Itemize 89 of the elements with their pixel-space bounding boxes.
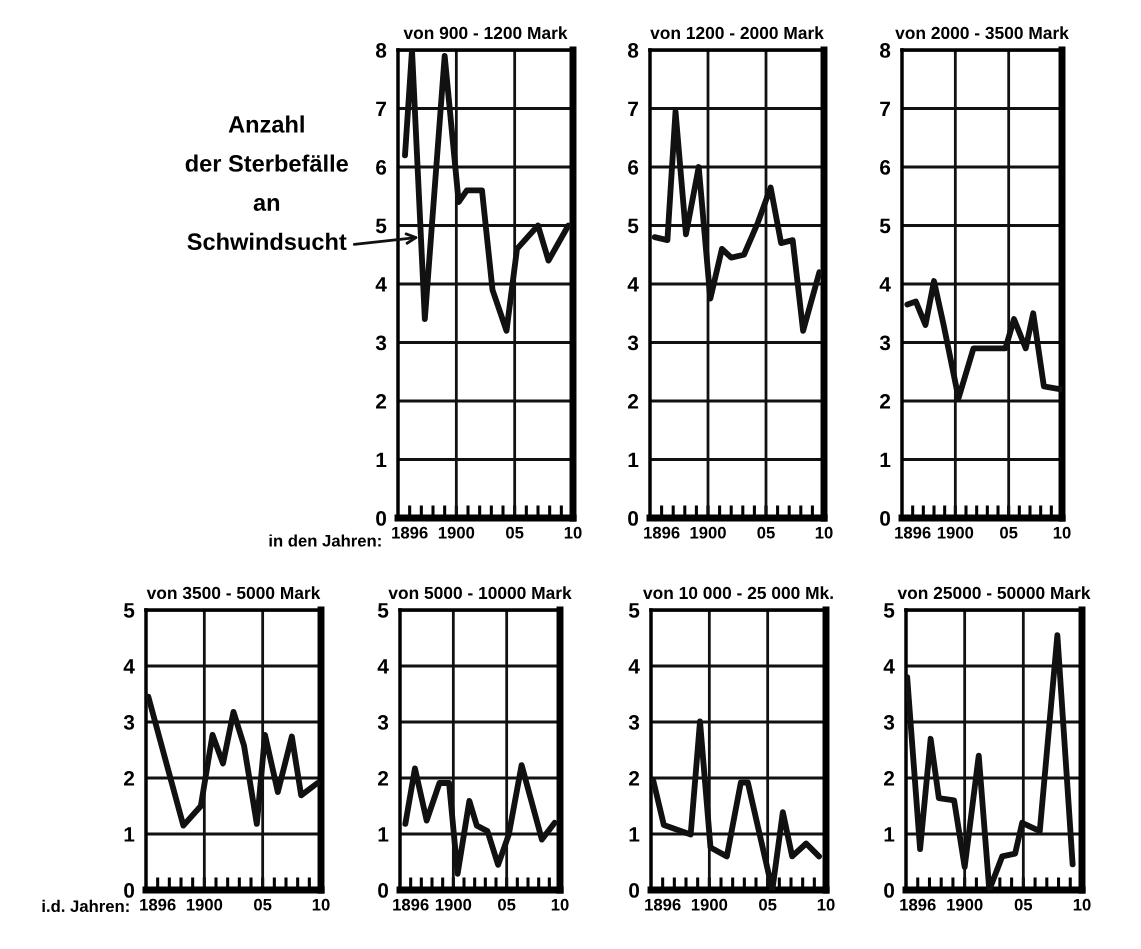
- y-tick-label: 2: [378, 771, 389, 786]
- chart-title: von 10 000 - 25 000 Mk.: [643, 586, 833, 600]
- x-axis-title: in den Jahren:: [269, 534, 381, 547]
- y-tick-label: 5: [628, 603, 640, 618]
- x-tick-label: 1900: [435, 898, 472, 911]
- y-tick-label: 0: [628, 511, 639, 526]
- y-tick-label: 0: [124, 883, 135, 898]
- y-tick-label: 2: [880, 394, 891, 409]
- y-tick-label: 5: [377, 603, 389, 618]
- y-tick-label: 3: [628, 715, 640, 730]
- annotation: Anzahl der Sterbefälle an Schwindsucht: [185, 115, 348, 251]
- x-tick-label: 10: [1073, 898, 1091, 911]
- y-tick-label: 2: [628, 394, 639, 409]
- chart-title: von 5000 - 10000 Mark: [388, 586, 572, 600]
- x-tick-label: 10: [815, 526, 833, 539]
- x-tick-label: 1896: [644, 526, 680, 539]
- x-tick-label: 10: [817, 898, 835, 911]
- x-tick-label: 1896: [645, 898, 681, 911]
- y-tick-label: 5: [883, 603, 895, 618]
- x-tick-label: 1900: [691, 898, 728, 911]
- x-axis-title: i.d. Jahren:: [42, 899, 129, 913]
- y-tick-label: 1: [884, 827, 895, 842]
- y-tick-label: 0: [884, 883, 895, 898]
- y-tick-label: 2: [629, 771, 640, 786]
- y-tick-label: 2: [124, 771, 135, 786]
- y-tick-label: 0: [376, 511, 387, 526]
- x-tick-label: 05: [1000, 526, 1018, 539]
- x-tick-label: 05: [498, 898, 516, 911]
- y-tick-label: 3: [879, 335, 891, 351]
- y-tick-label: 1: [378, 827, 389, 842]
- y-tick-label: 6: [628, 160, 639, 175]
- x-tick-label: 05: [759, 898, 777, 911]
- x-tick-label: 1896: [895, 526, 931, 539]
- y-tick-label: 4: [627, 277, 639, 292]
- y-tick-label: 1: [376, 452, 387, 468]
- y-tick-label: 8: [375, 43, 387, 58]
- y-tick-label: 7: [376, 101, 386, 117]
- y-tick-label: 4: [123, 659, 135, 674]
- x-tick-label: 1900: [690, 526, 726, 539]
- x-tick-label: 10: [564, 526, 582, 539]
- x-tick-label: 05: [506, 526, 524, 539]
- y-tick-label: 4: [377, 659, 389, 674]
- y-tick-label: 4: [628, 659, 640, 674]
- y-tick-label: 1: [628, 452, 639, 468]
- y-tick-label: 3: [883, 715, 895, 730]
- x-tick-label: 10: [312, 898, 330, 911]
- y-tick-label: 1: [124, 827, 135, 842]
- y-tick-label: 5: [879, 218, 891, 234]
- x-tick-label: 1896: [140, 898, 176, 911]
- y-tick-label: 5: [123, 603, 135, 618]
- y-tick-label: 3: [375, 335, 387, 351]
- y-tick-label: 5: [375, 218, 387, 234]
- x-tick-label: 05: [1014, 898, 1033, 911]
- y-tick-label: 0: [378, 883, 389, 898]
- x-tick-label: 10: [551, 898, 569, 911]
- y-tick-label: 0: [880, 511, 891, 526]
- y-tick-label: 3: [123, 715, 135, 730]
- y-tick-label: 3: [377, 715, 389, 730]
- x-tick-label: 1900: [438, 526, 475, 539]
- chart-title: von 2000 - 3500 Mark: [895, 26, 1069, 40]
- x-tick-label: 1900: [186, 898, 223, 911]
- chart-title: von 900 - 1200 Mark: [403, 26, 568, 40]
- x-tick-label: 1896: [392, 526, 428, 539]
- x-tick-label: 1900: [947, 898, 983, 911]
- y-tick-label: 7: [880, 101, 890, 117]
- x-tick-label: 1900: [937, 526, 974, 539]
- y-tick-label: 2: [376, 394, 387, 409]
- x-tick-label: 10: [1053, 526, 1071, 539]
- y-tick-label: 0: [629, 883, 640, 898]
- y-tick-label: 1: [880, 452, 891, 468]
- chart-title: von 1200 - 2000 Mark: [650, 26, 824, 40]
- y-tick-label: 6: [880, 160, 891, 175]
- y-tick-label: 4: [879, 277, 891, 292]
- y-tick-label: 8: [879, 43, 891, 58]
- chart-title: von 3500 - 5000 Mark: [146, 586, 321, 600]
- y-tick-label: 4: [375, 277, 387, 292]
- y-tick-label: 6: [376, 160, 387, 175]
- x-tick-label: 05: [757, 526, 775, 539]
- x-tick-label: 1896: [900, 898, 936, 911]
- y-tick-label: 7: [628, 101, 638, 117]
- x-tick-label: 1896: [393, 898, 429, 911]
- y-tick-label: 1: [629, 827, 640, 842]
- y-tick-label: 5: [627, 218, 639, 234]
- y-tick-label: 2: [884, 771, 895, 786]
- x-tick-label: 05: [254, 898, 272, 911]
- chart-title: von 25000 - 50000 Mark: [897, 586, 1091, 600]
- y-tick-label: 3: [627, 335, 639, 351]
- y-tick-label: 4: [883, 659, 895, 674]
- y-tick-label: 8: [627, 43, 639, 58]
